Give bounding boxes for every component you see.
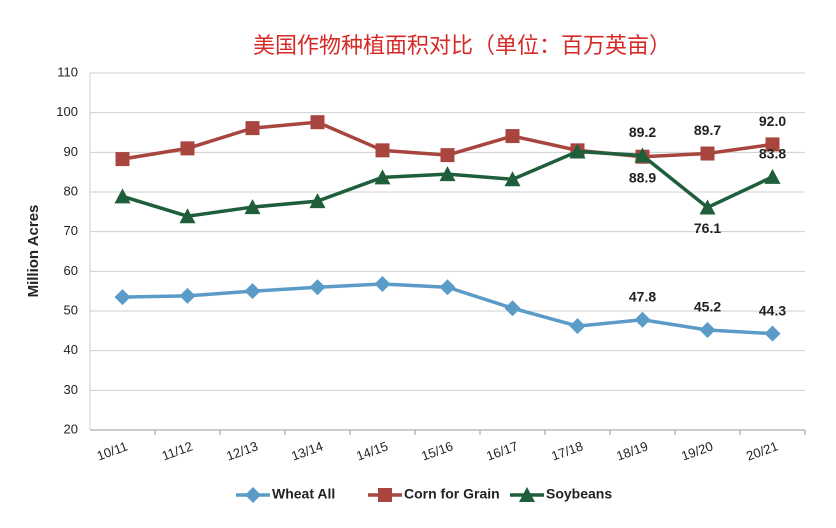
y-tick-label: 60 [64, 263, 78, 278]
y-tick-label: 100 [56, 104, 78, 119]
point [699, 322, 716, 339]
y-tick-label: 70 [64, 223, 78, 238]
point [180, 141, 195, 156]
x-tick-label: 11/12 [160, 439, 195, 464]
x-tick-label: 19/20 [679, 438, 715, 463]
value-label: 89.2 [629, 124, 656, 140]
point [634, 147, 651, 163]
point [439, 279, 456, 296]
point [764, 168, 781, 184]
point [244, 283, 261, 300]
point [309, 193, 326, 209]
y-tick-label: 90 [64, 144, 78, 159]
x-tick-label: 10/11 [95, 439, 130, 464]
y-tick-label: 80 [64, 183, 78, 198]
point [244, 199, 261, 215]
point [309, 279, 326, 296]
point [440, 148, 455, 163]
point [504, 300, 521, 317]
point [375, 143, 390, 158]
legend-marker [378, 488, 392, 502]
value-label: 83.8 [759, 146, 786, 162]
x-tick-label: 14/15 [354, 438, 390, 463]
point [439, 166, 456, 182]
x-tick-label: 16/17 [484, 438, 520, 463]
legend-label: Wheat All [272, 486, 335, 502]
y-tick-label: 40 [64, 342, 78, 357]
legend-marker [245, 487, 261, 503]
point [700, 146, 715, 161]
point [374, 169, 391, 185]
point [179, 208, 196, 224]
point [504, 171, 521, 187]
point [569, 318, 586, 335]
value-label: 44.3 [759, 302, 786, 318]
x-tick-label: 13/14 [289, 438, 325, 463]
x-tick-label: 20/21 [744, 438, 780, 463]
y-tick-label: 20 [64, 421, 78, 436]
legend-label: Corn for Grain [404, 486, 500, 502]
point [764, 325, 781, 342]
chart-title: 美国作物种植面积对比（单位：百万英亩） [253, 34, 671, 59]
y-tick-label: 30 [64, 382, 78, 397]
point [634, 311, 651, 328]
value-label: 45.2 [694, 299, 721, 315]
y-axis-label: Million Acres [25, 205, 42, 298]
value-label: 88.9 [629, 169, 656, 185]
point [374, 276, 391, 293]
point [505, 129, 520, 144]
point [114, 289, 131, 306]
x-tick-label: 18/19 [614, 438, 650, 463]
point [765, 137, 780, 152]
point [179, 287, 196, 304]
value-label: 76.1 [694, 220, 721, 236]
y-tick-label: 50 [64, 302, 78, 317]
legend-label: Soybeans [546, 486, 612, 502]
point [310, 115, 325, 130]
point [699, 199, 716, 215]
point [245, 121, 260, 136]
x-tick-label: 15/16 [419, 438, 455, 463]
x-tick-label: 17/18 [549, 438, 585, 463]
y-tick-label: 110 [57, 64, 78, 79]
point [569, 143, 586, 159]
legend-marker [519, 487, 535, 502]
value-label: 47.8 [629, 288, 656, 304]
point [114, 188, 131, 204]
value-label: 89.7 [694, 122, 721, 138]
x-tick-label: 12/13 [224, 438, 260, 463]
point [115, 152, 130, 167]
value-label: 92.0 [759, 113, 786, 129]
